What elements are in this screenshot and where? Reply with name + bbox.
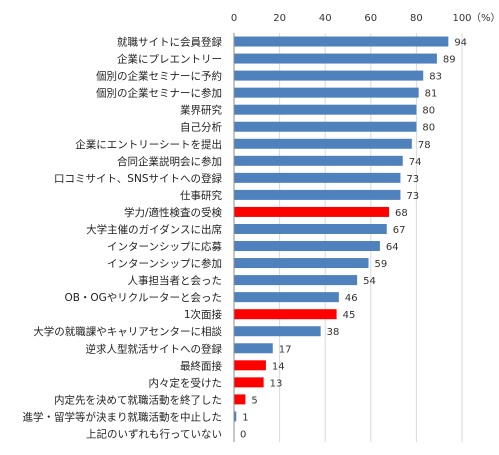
- data-label: 74: [409, 157, 422, 168]
- data-label: 80: [422, 106, 435, 117]
- data-label: 94: [454, 38, 467, 49]
- category-label: 就職サイトに会員登録: [117, 36, 222, 49]
- category-label: 企業にプレエントリー: [117, 53, 222, 66]
- data-label: 46: [345, 293, 358, 304]
- category-label: 最終面接: [180, 359, 222, 372]
- bar: [234, 36, 449, 47]
- category-labels: 就職サイトに会員登録企業にプレエントリー個別の企業セミナーに予約個別の企業セミナ…: [23, 36, 223, 441]
- data-label: 68: [395, 208, 408, 219]
- category-label: 内定先を決めて就職活動を終了した: [54, 393, 222, 406]
- bar: [234, 343, 273, 354]
- data-label: 5: [251, 395, 257, 406]
- category-label: 個別の企業セミナーに参加: [96, 87, 222, 100]
- data-label: 14: [272, 361, 285, 372]
- data-label: 83: [429, 72, 442, 83]
- unit-label: （%）: [471, 12, 499, 24]
- grid-lines: [279, 33, 463, 442]
- data-label: 73: [406, 174, 419, 185]
- x-tick-label: 20: [273, 13, 286, 24]
- data-label: 64: [386, 242, 399, 253]
- category-label: 個別の企業セミナーに予約: [96, 70, 222, 83]
- bar: [234, 377, 264, 388]
- data-label: 67: [393, 225, 406, 236]
- category-label: 人事担当者と会った: [128, 274, 223, 287]
- category-label: 口コミサイト、SNSサイトへの登録: [54, 172, 222, 185]
- category-label: 仕事研究: [180, 189, 222, 202]
- bar: [234, 275, 358, 286]
- bar: [234, 172, 401, 183]
- x-axis-ticks: 0 20 40 60 80 100: [231, 13, 472, 24]
- category-label: OB・OGやリクルーターと会った: [64, 291, 222, 304]
- bar: [234, 155, 403, 166]
- bar: [234, 223, 387, 234]
- category-label: 逆求人型就活サイトへの登録: [86, 342, 223, 355]
- bar: [234, 87, 419, 98]
- data-label: 54: [363, 276, 376, 287]
- bar: [234, 309, 337, 320]
- data-label: 45: [343, 310, 356, 321]
- data-label: 73: [406, 191, 419, 202]
- x-tick-label: 80: [410, 13, 423, 24]
- data-label: 59: [375, 259, 388, 270]
- bar: [234, 394, 246, 405]
- data-label: 17: [279, 344, 292, 355]
- bar: [234, 104, 417, 115]
- bar: [234, 258, 369, 269]
- bar: [234, 53, 437, 64]
- bar: [234, 121, 417, 132]
- bar: [234, 138, 412, 149]
- bar: [234, 411, 237, 422]
- category-label: 進学・留学等が決まり就職活動を中止した: [23, 410, 223, 423]
- category-label: 自己分析: [180, 121, 222, 134]
- data-label: 38: [327, 327, 340, 338]
- data-label: 81: [425, 89, 438, 100]
- category-label: 内々定を受けた: [149, 376, 223, 389]
- bar: [234, 292, 339, 303]
- x-tick-label: 60: [364, 13, 377, 24]
- data-label: 0: [240, 429, 246, 440]
- x-tick-label: 40: [319, 13, 332, 24]
- category-label: 学力/適性検査の受検: [124, 206, 223, 219]
- bar: [234, 206, 390, 217]
- category-label: 合同企業説明会に参加: [117, 155, 222, 168]
- x-tick-label: 0: [231, 13, 237, 24]
- bar: [234, 326, 321, 337]
- x-tick-label: 100: [452, 13, 471, 24]
- bar: [234, 189, 401, 200]
- category-label: 企業にエントリーシートを提出: [75, 138, 222, 151]
- category-label: 1次面接: [184, 308, 223, 321]
- category-label: 業界研究: [180, 104, 222, 117]
- data-label: 89: [443, 55, 456, 66]
- category-label: 大学の就職課やキャリアセンターに相談: [33, 325, 222, 338]
- data-label: 1: [242, 412, 248, 423]
- bar: [234, 241, 380, 252]
- bars: [234, 36, 449, 422]
- data-label: 80: [422, 123, 435, 134]
- category-label: インターンシップに応募: [107, 240, 222, 253]
- category-label: 上記のいずれも行っていない: [86, 427, 222, 440]
- category-label: 大学主催のガイダンスに出席: [86, 223, 222, 236]
- bar: [234, 360, 266, 371]
- data-label: 13: [270, 378, 283, 389]
- bar: [234, 70, 424, 81]
- category-label: インターンシップに参加: [107, 257, 222, 270]
- data-label: 78: [418, 140, 431, 151]
